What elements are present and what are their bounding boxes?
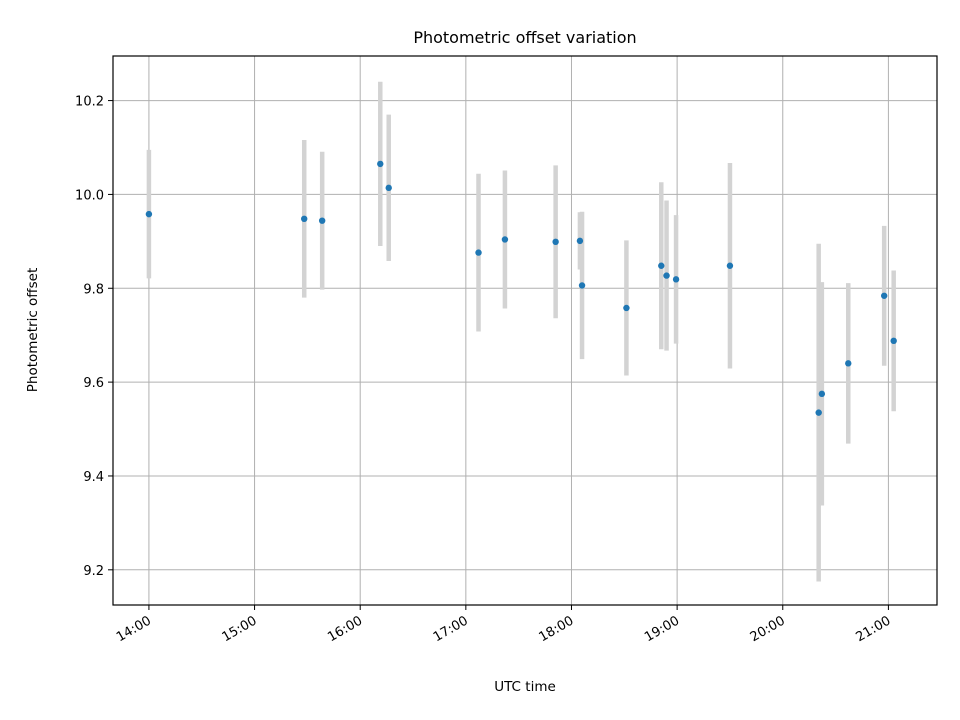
y-axis-ticks: 9.2 9.4 9.6 9.8 10.0 10.2	[75, 95, 113, 579]
data-point	[623, 304, 630, 312]
y-axis-label: Photometric offset	[25, 268, 41, 392]
data-point	[552, 238, 559, 246]
data-point	[845, 360, 852, 367]
y-tick-label: 10.0	[75, 188, 104, 203]
axes-frame	[112, 55, 938, 606]
chart-title: Photometric offset variation	[413, 28, 636, 47]
y-tick-label: 10.2	[75, 95, 104, 110]
data-point	[576, 237, 584, 245]
data-point	[301, 215, 308, 223]
data-point	[385, 184, 392, 192]
data-point	[318, 217, 326, 224]
data-point	[578, 282, 586, 289]
data-point	[658, 262, 665, 269]
data-points	[145, 160, 897, 416]
data-point	[501, 236, 509, 243]
data-point	[726, 262, 734, 269]
y-tick-label: 9.8	[83, 282, 104, 297]
y-tick-label: 9.4	[83, 470, 104, 485]
y-tick-label: 9.6	[83, 376, 104, 391]
data-point	[145, 210, 153, 218]
data-point	[377, 160, 384, 168]
data-point	[815, 409, 822, 416]
data-point	[663, 272, 670, 279]
y-tick-label: 9.2	[83, 564, 104, 579]
data-point	[475, 249, 482, 256]
data-point	[818, 390, 826, 398]
x-axis-label: UTC time	[494, 679, 556, 695]
data-point	[890, 337, 897, 345]
data-point	[672, 276, 680, 283]
data-point	[880, 292, 888, 299]
